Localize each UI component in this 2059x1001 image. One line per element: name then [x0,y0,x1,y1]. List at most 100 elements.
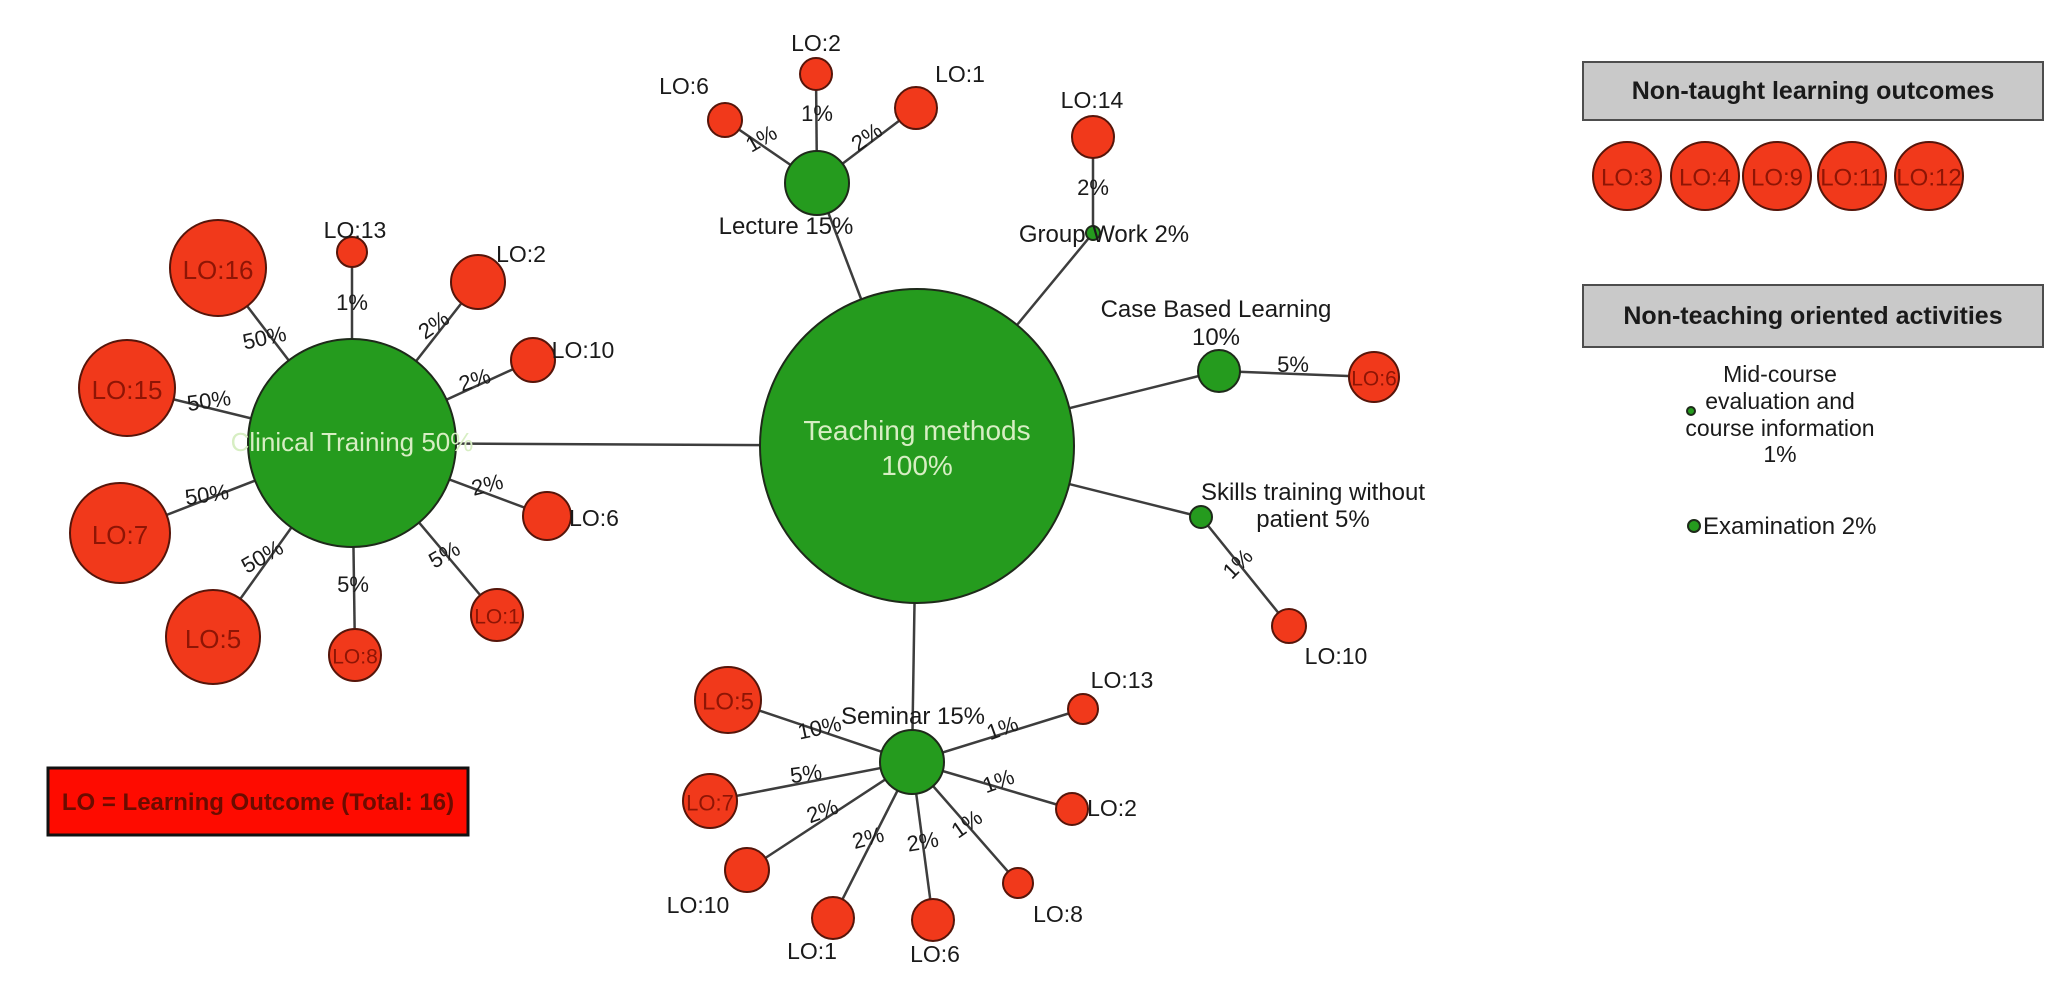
lo-label: LO:15 [92,375,163,405]
edge-percent: 5% [788,759,823,788]
outcome-nodes [69,57,1400,942]
edge-percent: 2% [803,794,841,828]
node-teaching-methods [759,288,1075,604]
lo-label: LO:1 [787,938,837,964]
non-teaching-header-box [1582,284,2044,348]
node-lecture [784,150,850,216]
lo-label: LO:7 [92,520,148,550]
node-clinical-lo15 [78,339,176,437]
groupwork-cluster-labels: Group Work 2% LO:14 2% [1019,87,1189,248]
lo-label: LO:8 [332,646,378,669]
node-nontaught-lo3 [1592,141,1662,211]
clinical-training-label: Clinical Training 50% [231,427,474,457]
midcourse-line1: Mid-course [1723,361,1837,387]
edge-percent: 2% [469,469,506,501]
midcourse-percent: 1% [1763,441,1796,467]
node-group-work-dot [1085,225,1101,241]
teaching-methods-label: Teaching methods [803,415,1030,446]
node-clinical-lo2 [450,254,506,310]
lo-label: LO:3 [1601,165,1653,192]
node-seminar-lo1 [811,896,855,940]
lo-label: LO:11 [1820,165,1884,192]
node-nontaught-lo12 [1894,141,1964,211]
node-clinical-lo10 [510,337,556,383]
edge-percent: 2% [414,305,454,344]
lo-label: LO:12 [1896,165,1961,192]
casebased-cluster-labels: Case Based Learning 10% LO:6 5% [1101,296,1397,391]
node-lecture-lo6 [707,102,743,138]
lecture-cluster-labels: Lecture 15% LO:6 LO:2 LO:1 1% 1% 2% [659,30,985,240]
panel-non-taught: Non-taught learning outcomes LO:3 LO:4 L… [1582,61,2044,211]
lo-label: LO:4 [1679,165,1731,192]
seminar-label: Seminar 15% [841,703,985,730]
lo-label: LO:5 [185,624,241,654]
node-skills-training-dot [1189,505,1213,529]
lo-label: LO:2 [1087,795,1137,821]
teaching-methods-percent: 100% [881,450,953,481]
edge-skills-lo10 [1200,516,1290,627]
edge-percent: 1% [983,711,1021,745]
skills-label-line2: patient 5% [1256,506,1369,533]
legend-box [46,766,470,837]
node-seminar-lo6 [911,898,955,942]
edge-percent: 10% [795,711,843,745]
lo-label: LO:6 [659,73,709,99]
lo-label: LO:6 [1351,368,1397,391]
lo-label: LO:2 [791,30,841,56]
edge-percent: 50% [183,479,230,510]
edge-percent: 2% [849,822,886,854]
node-clinical-lo1 [470,588,524,642]
node-clinical-lo16 [169,219,267,317]
non-taught-title: Non-taught learning outcomes [1632,77,1995,105]
midcourse-line2: evaluation and [1705,388,1855,414]
lo-label: LO:9 [1751,165,1803,192]
group-work-label: Group Work 2% [1019,221,1189,248]
edge-percent: 2% [905,827,941,857]
node-seminar-lo8 [1002,867,1034,899]
edge-percent: 1% [741,120,781,158]
non-teaching-title: Non-teaching oriented activities [1623,302,2002,330]
node-nontaught-lo11 [1817,141,1887,211]
lo-label: LO:10 [667,892,730,918]
non-taught-header-box [1582,61,2044,121]
node-lecture-lo1 [894,86,938,130]
lo-label: LO:5 [702,689,754,716]
node-skills-lo10 [1271,608,1307,644]
node-clinical-lo8 [328,628,382,682]
node-clinical-lo6 [522,491,572,541]
node-seminar-lo5 [694,666,762,734]
edge-percent: 1% [801,101,833,126]
lo-label: LO:13 [324,217,387,243]
lo-label: LO:1 [935,61,985,87]
case-based-label: Case Based Learning [1101,296,1332,323]
skills-cluster-labels: Skills training without patient 5% LO:10… [1201,479,1425,669]
case-based-percent: 10% [1192,324,1240,351]
examination-label: Examination 2% [1703,513,1876,540]
edge-percent: 2% [1077,175,1109,200]
edge-percent: 5% [337,572,369,597]
node-lecture-lo2 [799,57,833,91]
node-seminar [879,729,945,795]
legend-text: LO = Learning Outcome (Total: 16) [62,789,454,816]
node-nontaught-lo4 [1670,141,1740,211]
edge-seminar-lo7 [709,760,913,803]
node-clinical-lo5 [165,589,261,685]
method-nodes [247,150,1241,795]
node-clinical-lo7 [69,482,171,584]
edge-percent: 1% [979,764,1017,798]
seminar-cluster-labels: Seminar 15% LO:5 LO:7 LO:10 LO:1 LO:6 LO… [667,667,1154,967]
node-clinical-lo13 [336,236,368,268]
lo-label: LO:16 [183,255,254,285]
node-seminar-lo2 [1055,792,1089,826]
lo-label: LO:6 [910,941,960,967]
midcourse-line3: course information [1685,415,1874,441]
node-seminar-lo10 [724,847,770,893]
lo-label: LO:7 [686,791,734,816]
legend: LO = Learning Outcome (Total: 16) [46,766,470,837]
lo-label: LO:6 [569,505,619,531]
edge-percent: 2% [456,363,494,397]
edge-percent: 1% [1218,544,1258,584]
lo-label: LO:10 [552,337,615,363]
node-nontaught-lo9 [1742,141,1812,211]
lo-label: LO:1 [474,606,520,629]
